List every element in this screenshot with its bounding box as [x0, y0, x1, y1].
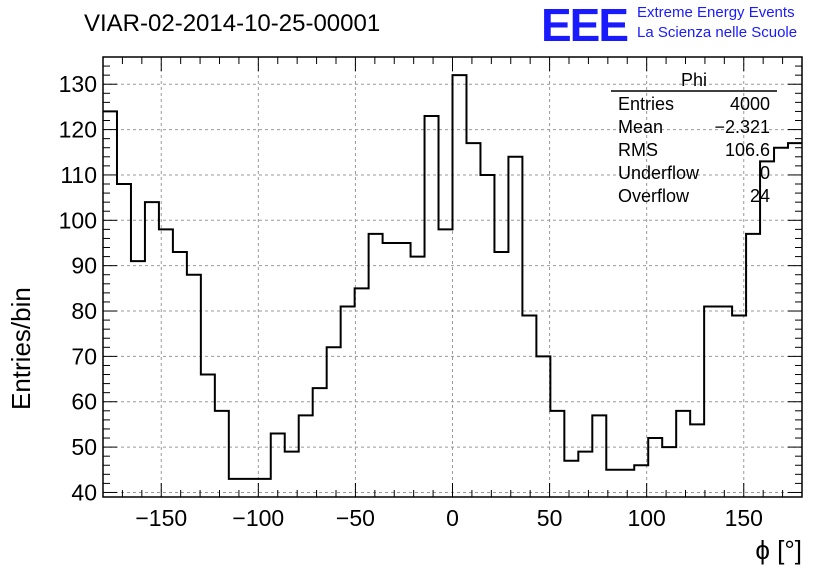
- histogram-bin: [592, 415, 606, 497]
- eee-logo: EEE: [541, 0, 629, 51]
- histogram-title: VIAR-02-2014-10-25-00001: [84, 10, 381, 37]
- stats-box: Phi Entries 4000 Mean −2.321 RMS 106.6 Underflo…: [611, 70, 777, 206]
- stats-label: Overflow: [618, 186, 690, 206]
- histogram-bin: [103, 111, 117, 497]
- histogram-bin: [746, 234, 760, 497]
- y-tick-label: 120: [59, 117, 97, 143]
- histogram-bin: [536, 356, 550, 497]
- histogram-bin: [397, 243, 411, 497]
- histogram-bin: [453, 75, 467, 497]
- histogram-bin: [299, 415, 313, 497]
- x-axis-label: ϕ [°]: [755, 535, 802, 565]
- stats-value: 4000: [730, 94, 770, 114]
- histogram-bin: [271, 433, 285, 497]
- histogram-bin: [550, 411, 564, 497]
- histogram-bin: [369, 234, 383, 497]
- y-tick-label: 80: [71, 298, 97, 324]
- histogram-bin: [732, 316, 746, 497]
- histogram-bin: [187, 275, 201, 497]
- histogram-bin: [173, 252, 187, 497]
- histogram-bin: [774, 148, 788, 497]
- histogram-bin: [215, 411, 229, 497]
- histogram-bin: [564, 461, 578, 497]
- stats-label: Entries: [618, 94, 674, 114]
- histogram-bin: [425, 116, 439, 497]
- histogram-bin: [704, 306, 718, 497]
- y-tick-label: 60: [71, 389, 97, 415]
- histogram-bin: [508, 157, 522, 497]
- histogram-bin: [313, 388, 327, 497]
- stats-value: 106.6: [725, 140, 770, 160]
- stats-value: −2.321: [714, 117, 770, 137]
- histogram-bin: [480, 175, 494, 497]
- y-tick-label: 110: [60, 162, 97, 188]
- histogram-bin: [355, 288, 369, 497]
- histogram-bin: [201, 375, 215, 497]
- histogram-bin: [327, 347, 341, 497]
- x-tick-label: 0: [446, 505, 459, 531]
- histogram-bin: [229, 479, 243, 497]
- y-tick-label: 40: [71, 479, 97, 505]
- x-tick-label: −100: [232, 505, 284, 531]
- brand-line-2: La Scienza nelle Scuole: [637, 24, 798, 41]
- x-tick-label: 150: [725, 505, 763, 531]
- histogram-bin: [383, 243, 397, 497]
- histogram-bin: [662, 447, 676, 497]
- histogram-bin: [522, 316, 536, 497]
- stats-value: 24: [750, 186, 770, 206]
- histogram-bin: [578, 452, 592, 497]
- histogram-bin: [131, 261, 145, 497]
- x-tick-label: −50: [336, 505, 375, 531]
- histogram-bin: [494, 252, 508, 497]
- y-tick-label: 100: [59, 207, 97, 233]
- histogram-bin: [648, 438, 662, 497]
- histogram-bin: [243, 479, 257, 497]
- histogram-bin: [690, 424, 704, 497]
- stats-label: Underflow: [618, 163, 700, 183]
- y-tick-label: 90: [71, 253, 97, 279]
- y-tick-label: 130: [59, 71, 97, 97]
- axes: 40 50 60 70 80 90 100 110 120 130 −150 −100 −50 0 50 10…: [59, 56, 803, 531]
- histogram-bin: [676, 411, 690, 497]
- stats-value: 0: [760, 163, 770, 183]
- histogram-bin: [760, 161, 774, 497]
- brand-line-1: Extreme Energy Events: [637, 4, 795, 21]
- histogram-bin: [159, 229, 173, 497]
- histogram-bin: [439, 229, 453, 497]
- histogram-bin: [466, 143, 480, 497]
- histogram-bin: [257, 479, 271, 497]
- stats-label: Mean: [618, 117, 663, 137]
- histogram-outline: [103, 74, 802, 480]
- x-tick-label: 50: [537, 505, 563, 531]
- histogram-bin: [341, 306, 355, 497]
- histogram-bin: [718, 306, 732, 497]
- histogram-bin: [145, 202, 159, 497]
- histogram-bin: [285, 452, 299, 497]
- stats-label: RMS: [618, 140, 658, 160]
- stats-title: Phi: [681, 70, 707, 90]
- histogram-series: [103, 74, 802, 497]
- y-tick-label: 50: [71, 434, 97, 460]
- x-tick-label: 100: [627, 505, 665, 531]
- histogram-bin: [634, 465, 648, 497]
- histogram-bin: [411, 257, 425, 497]
- histogram-bin: [606, 470, 620, 497]
- histogram-bin: [117, 184, 131, 497]
- y-tick-label: 70: [71, 343, 97, 369]
- x-tick-label: −150: [135, 505, 187, 531]
